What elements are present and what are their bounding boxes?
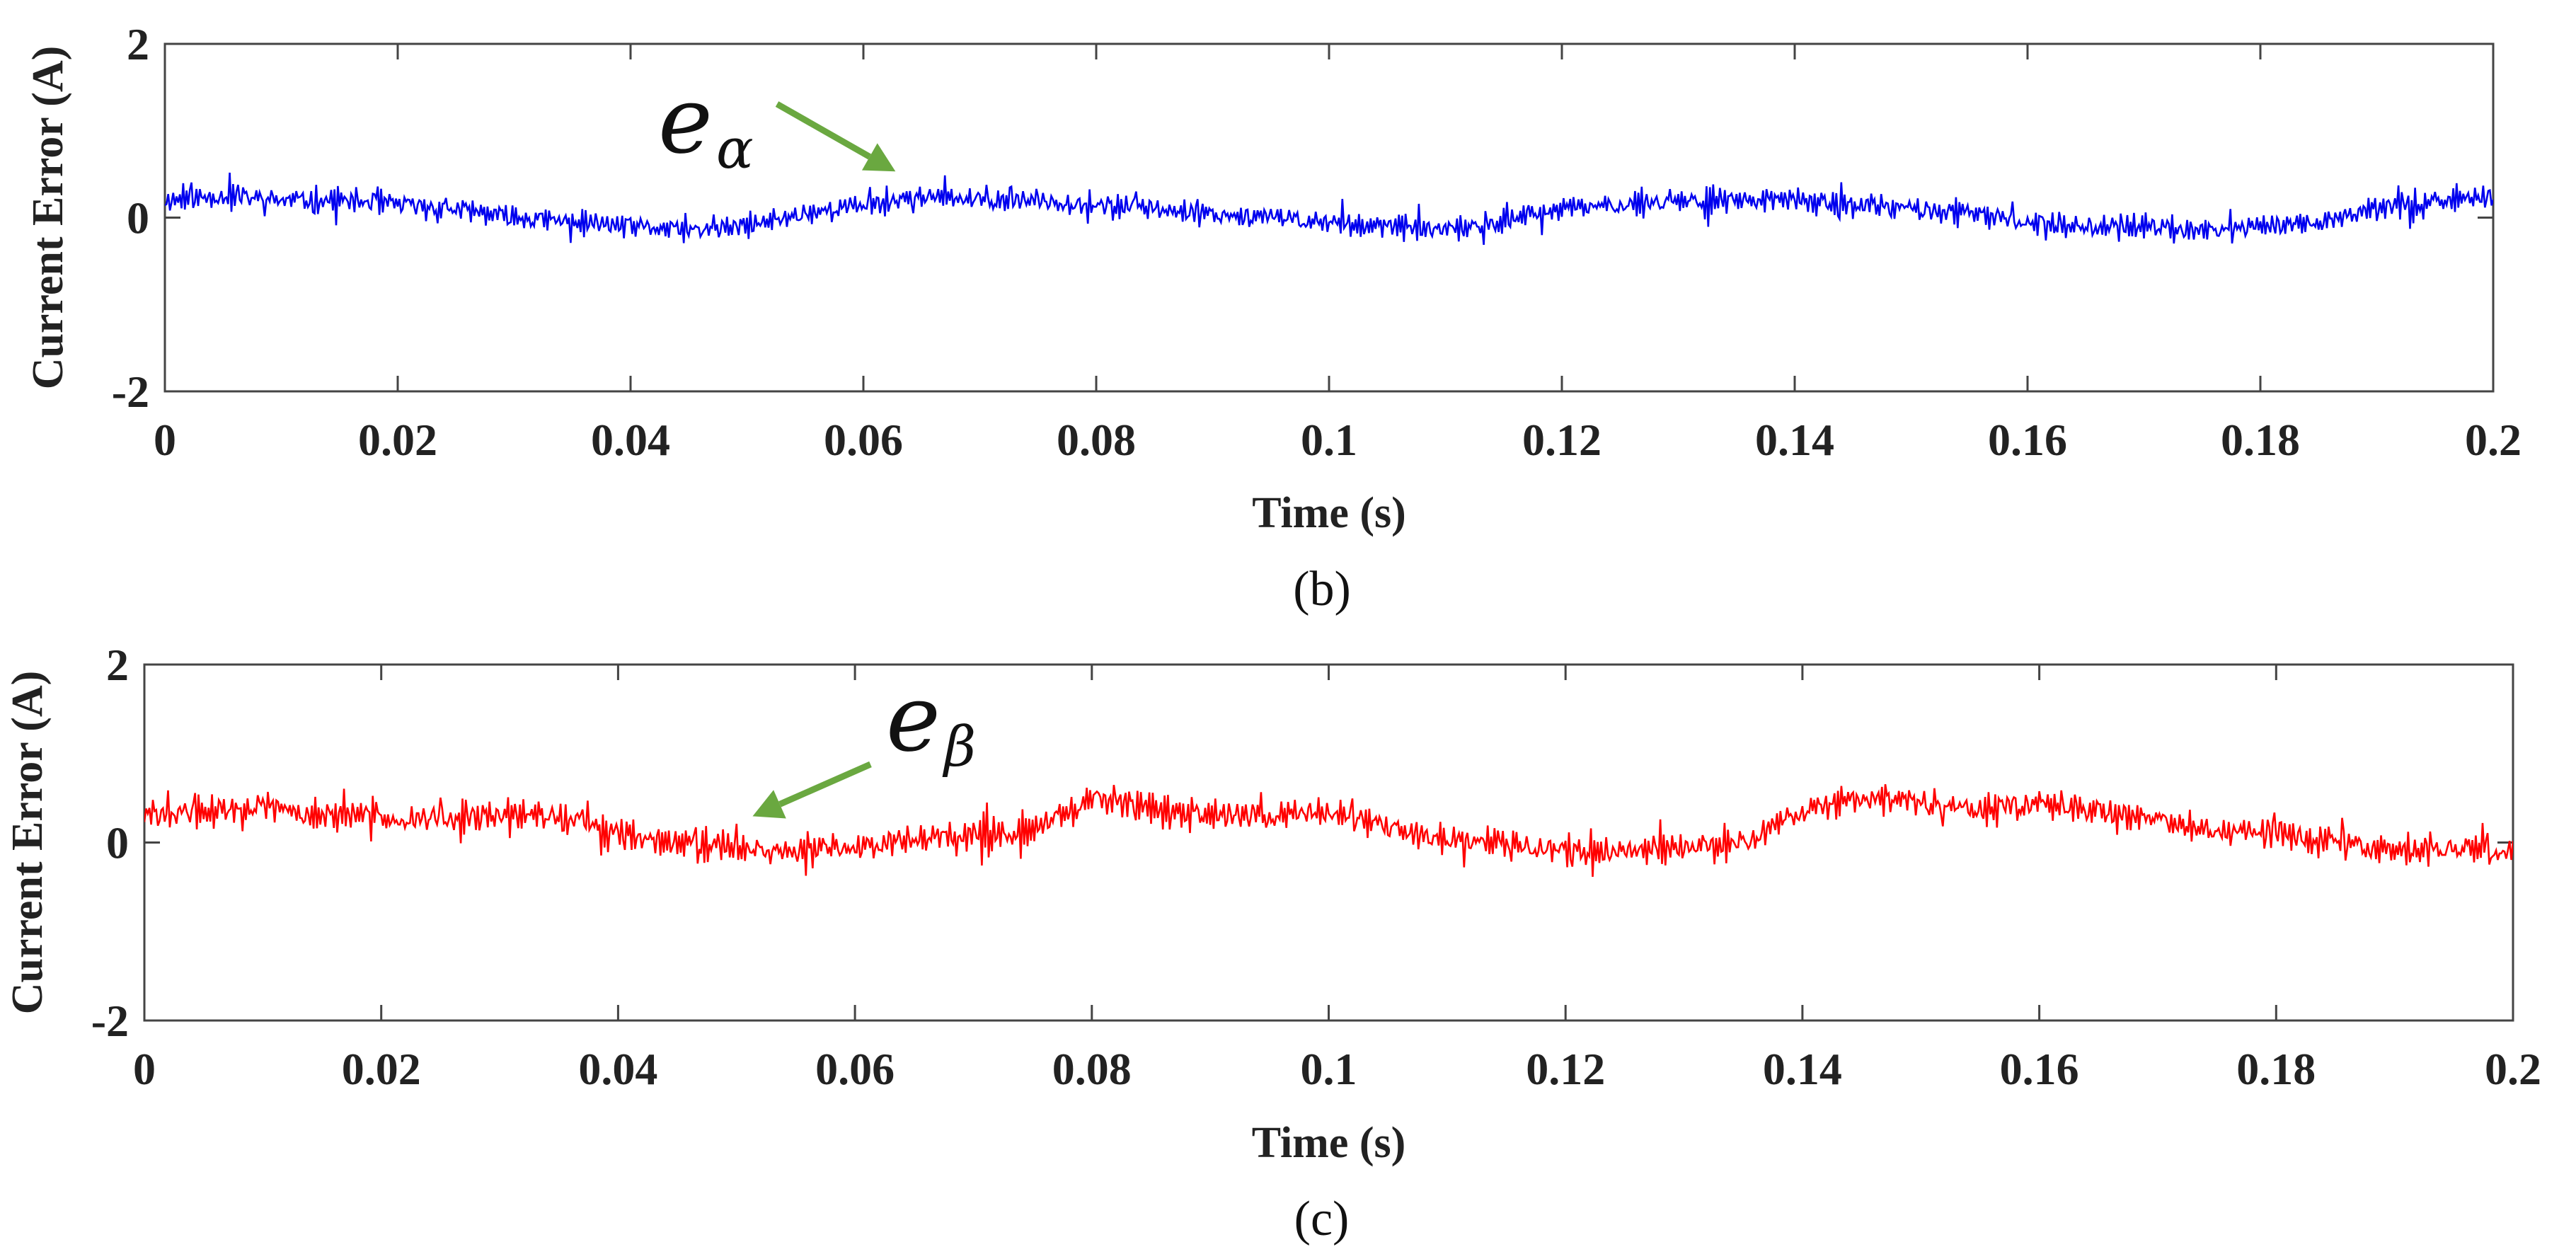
annotation-arrow-head [861, 143, 896, 172]
annotation-subscript: α [716, 117, 754, 181]
x-tick-label: 0.14 [1755, 415, 1834, 465]
annotation-arrow-shaft [778, 761, 872, 807]
chart-b: 0 0.02 0.04 0.06 0.08 0.1 0.12 0.14 0.16 0.18 0.2 2… [24, 19, 2522, 616]
x-axis-label: Time (s) [1252, 489, 1406, 537]
y-axis-label: Current Error (A) [24, 46, 72, 390]
chart-c: 0 0.02 0.04 0.06 0.08 0.1 0.12 0.14 0.16 0.18 0.2 2… [4, 640, 2541, 1246]
annotation-subscript: β [942, 715, 976, 779]
x-tick-label: 0.14 [1763, 1044, 1842, 1094]
x-tick-label: 0.08 [1057, 415, 1136, 465]
x-tick-label: 0.12 [1522, 415, 1602, 465]
plot-frame [143, 663, 2514, 1022]
x-tick-label: 0.04 [578, 1044, 657, 1094]
x-tick-label: 0.08 [1052, 1044, 1132, 1094]
x-tick-label: 0.1 [1301, 1044, 1357, 1094]
y-tick-label: 0 [127, 193, 149, 243]
x-tick-label: 0 [133, 1044, 156, 1094]
annotation-arrow-shaft [775, 101, 872, 160]
x-tick-label: 0.16 [2000, 1044, 2079, 1094]
x-tick-label: 0.06 [824, 415, 903, 465]
series-line-b [165, 172, 2493, 246]
annotation-symbol: e [886, 665, 941, 772]
x-tick-label: 0.04 [591, 415, 670, 465]
y-tick-label: 2 [127, 19, 149, 69]
y-tick-label: -2 [112, 367, 149, 417]
x-tick-label: 0.16 [1988, 415, 2067, 465]
y-tick-label: 0 [106, 818, 129, 868]
x-tick-label: 0.2 [2485, 1044, 2541, 1094]
x-tick-label: 0.02 [342, 1044, 421, 1094]
x-tick-label: 0.18 [2221, 415, 2300, 465]
x-tick-label: 0.12 [1526, 1044, 1605, 1094]
y-tick-label: -2 [91, 996, 129, 1046]
x-tick-label: 0.18 [2236, 1044, 2316, 1094]
figure-caption: (c) [1294, 1192, 1350, 1246]
series-line-c [144, 784, 2513, 877]
x-tick-label: 0.2 [2465, 415, 2522, 465]
x-tick-label: 0.1 [1301, 415, 1357, 465]
figure-caption: (b) [1293, 562, 1351, 616]
y-tick-label: 2 [106, 640, 129, 690]
x-axis-label: Time (s) [1252, 1119, 1406, 1167]
annotation-arrow-head [752, 790, 786, 819]
annotation-symbol: e [658, 67, 713, 174]
x-tick-label: 0.06 [815, 1044, 895, 1094]
y-axis-label: Current Error (A) [4, 671, 52, 1015]
x-tick-label: 0 [154, 415, 176, 465]
x-tick-label: 0.02 [358, 415, 437, 465]
